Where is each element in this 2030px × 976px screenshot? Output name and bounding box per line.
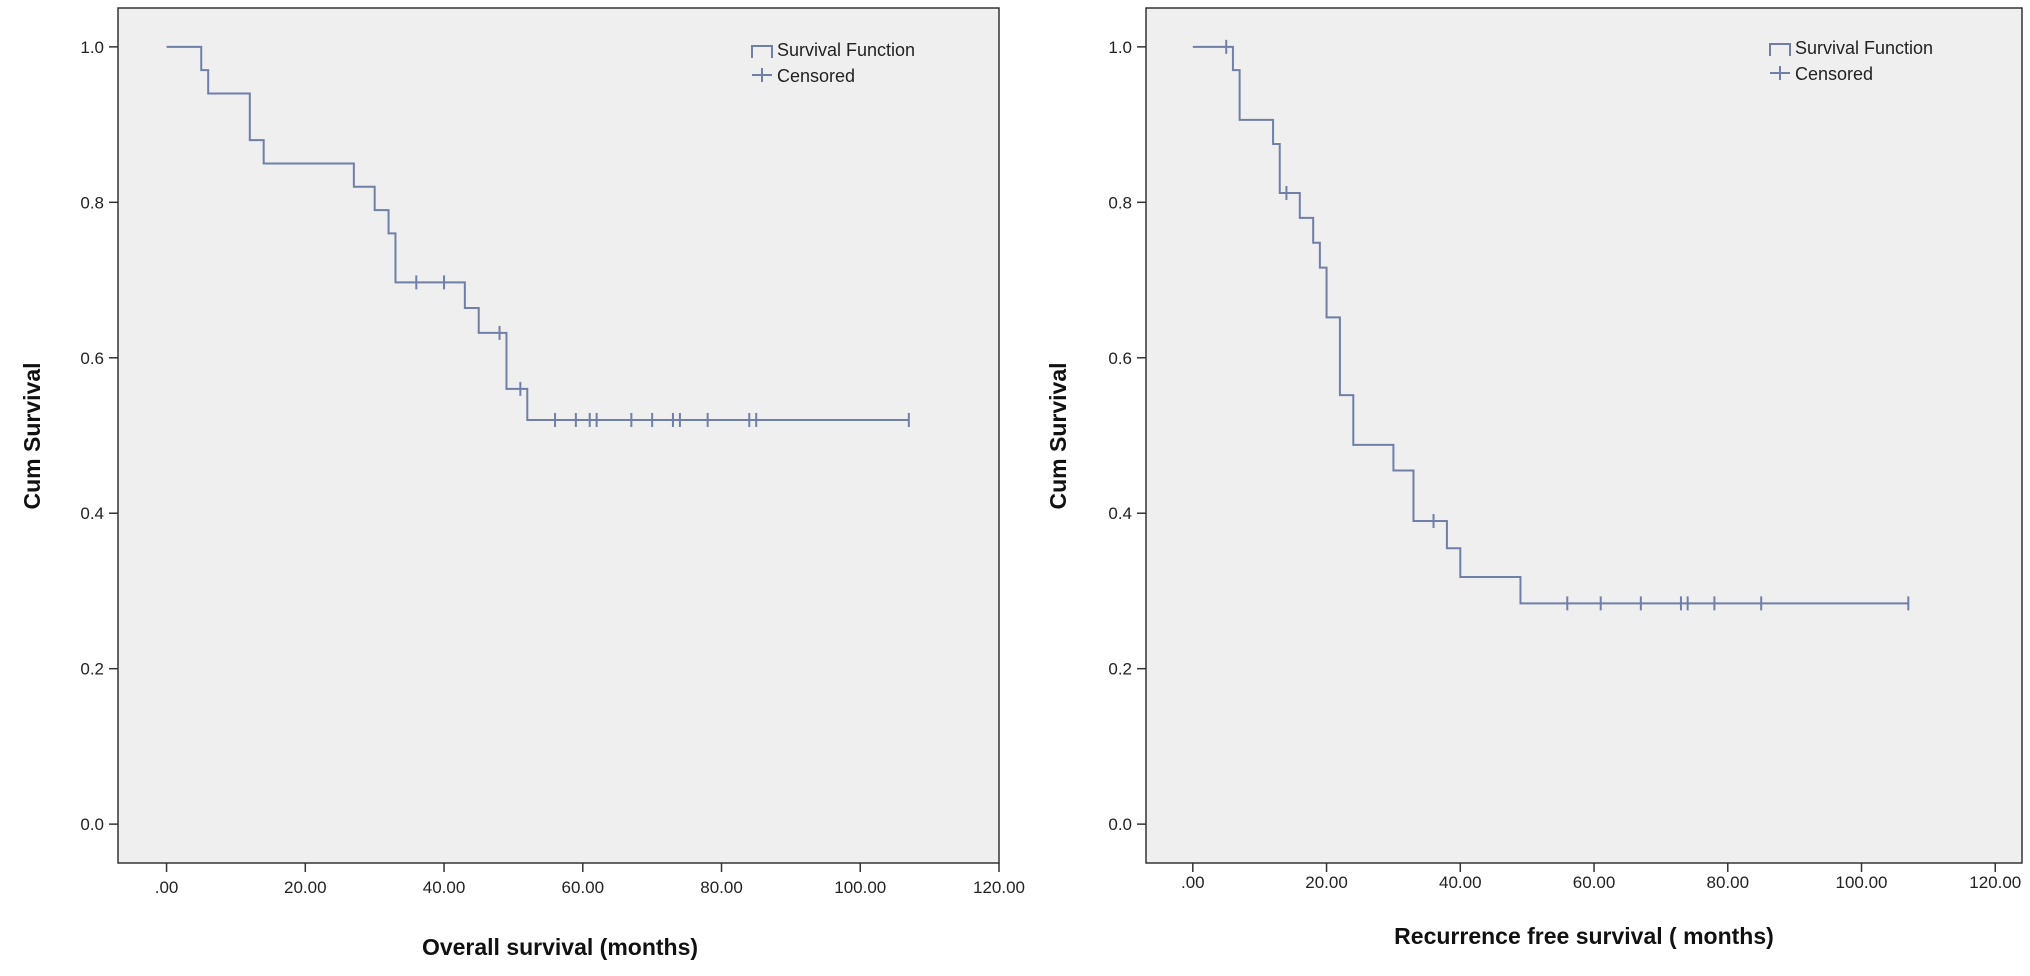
recurrence-free-survival-chart: 0.0 0.2 0.4 0.6 0.8 1.0 .00 20.00 40.00 60.00 80.… [1045,7,2023,949]
y-tick-label: 1.0 [80,38,104,57]
x-tick-label: 60.00 [562,878,605,897]
legend-censored-label: Censored [1795,64,1873,84]
x-tick-label: 120.00 [1969,873,2021,892]
survival-function-curve [166,45,909,421]
y-tick-label: 0.8 [80,193,104,212]
y-tick-label: 0.6 [80,349,104,368]
legend: Survival Function Censored [1769,38,1933,84]
legend-survival-function-label: Survival Function [1795,38,1933,58]
censored-marks [415,275,910,427]
x-tick-label: .00 [1181,873,1205,892]
y-axis-ticks: 0.0 0.2 0.4 0.6 0.8 1.0 [1108,38,1146,834]
y-tick-label: 0.0 [1108,815,1132,834]
x-tick-label: 100.00 [1836,873,1888,892]
x-axis-title: Recurrence free survival ( months) [1394,923,1774,949]
x-tick-label: 20.00 [284,878,327,897]
x-tick-label: 60.00 [1573,873,1616,892]
x-tick-label: 80.00 [700,878,743,897]
y-axis-ticks: 0.0 0.2 0.4 0.6 0.8 1.0 [80,38,118,834]
legend-survival-function-swatch [751,45,773,58]
y-tick-label: 0.2 [1108,660,1132,679]
y-tick-label: 0.8 [1108,193,1132,212]
x-tick-label: .00 [155,878,179,897]
x-axis-ticks: .00 20.00 40.00 60.00 80.00 100.00 120.00 [1181,863,2021,892]
x-tick-label: 120.00 [973,878,1025,897]
y-axis-title: Cum Survival [19,363,45,510]
x-tick-label: 40.00 [423,878,466,897]
overall-survival-chart: 0.0 0.2 0.4 0.6 0.8 1.0 .00 20.00 40.00 60.00 80.… [19,7,1025,960]
legend-survival-function-swatch [1769,43,1791,56]
y-tick-label: 1.0 [1108,38,1132,57]
x-tick-label: 20.00 [1305,873,1348,892]
y-tick-label: 0.4 [80,504,104,523]
legend-censored-label: Censored [777,66,855,86]
x-axis-ticks: .00 20.00 40.00 60.00 80.00 100.00 120.00 [155,863,1025,897]
x-axis-title: Overall survival (months) [422,934,698,960]
x-tick-label: 40.00 [1439,873,1482,892]
y-axis-title: Cum Survival [1045,363,1071,510]
legend: Survival Function Censored [751,40,915,86]
x-tick-label: 100.00 [834,878,886,897]
plot-area [1145,7,2023,864]
survival-function-curve [1192,45,1909,605]
y-tick-label: 0.6 [1108,349,1132,368]
y-tick-label: 0.2 [80,660,104,679]
legend-survival-function-label: Survival Function [777,40,915,60]
survival-function-line [166,45,909,421]
censored-marks [1225,39,1910,611]
survival-function-line [1192,45,1909,605]
plot-area [117,7,1000,864]
x-tick-label: 80.00 [1706,873,1749,892]
y-tick-label: 0.4 [1108,504,1132,523]
y-tick-label: 0.0 [80,815,104,834]
